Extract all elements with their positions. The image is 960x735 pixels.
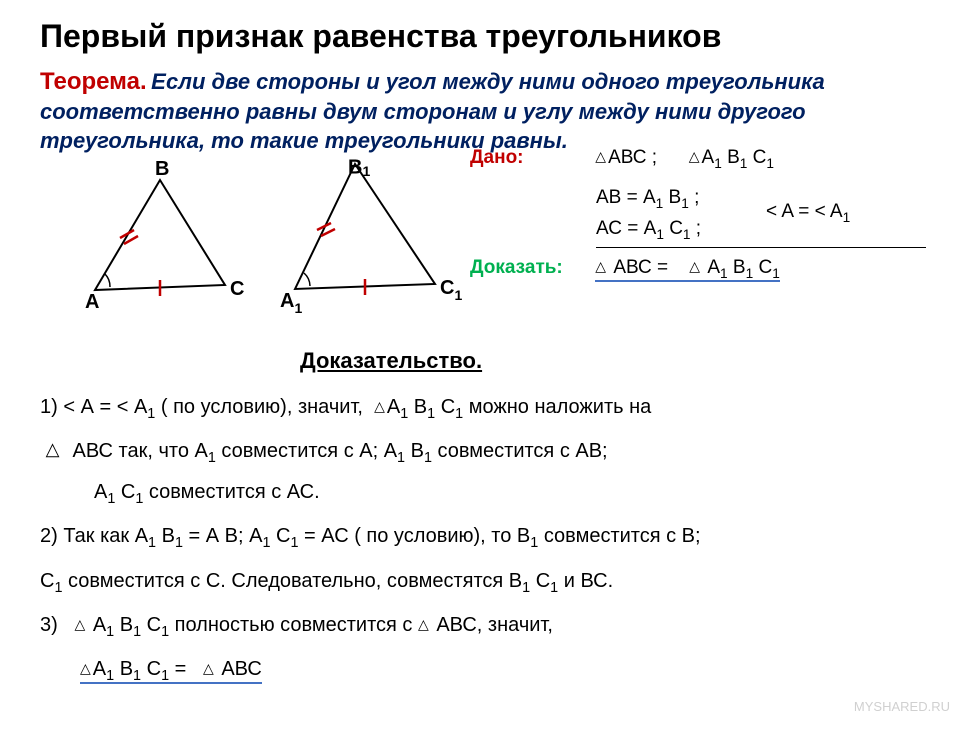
given-label: Дано: xyxy=(470,144,590,173)
svg-text:C: C xyxy=(230,278,244,300)
given-tri2: A1 B1 C1 xyxy=(702,147,774,168)
triangle-icon: △ xyxy=(374,393,385,420)
watermark: MYSHARED.RU xyxy=(854,699,950,714)
theorem-label: Теорема. xyxy=(40,68,147,95)
triangle-icon: △ xyxy=(595,146,606,167)
triangle-icon: △ xyxy=(689,146,700,167)
proof-step-3: 3) △ А1 В1 С1 полностью совместится с △ … xyxy=(40,606,920,646)
svg-text:B1: B1 xyxy=(348,157,370,180)
triangle-icon: △ xyxy=(418,611,429,638)
triangle-icon: △ xyxy=(689,256,700,277)
given-ac: АС = А1 С1 ; xyxy=(596,215,766,245)
given-prove-block: Дано: △АВС ; △A1 B1 C1 АВ = А1 В1 ; АС =… xyxy=(470,144,926,284)
proof-step-1: 1) < А = < А1 ( по условию), значит, △А1… xyxy=(40,388,920,428)
diagram-row: A B C A1 B1 C1 Дано: △АВС ; △A1 B1 C1 xyxy=(40,160,920,330)
prove-equation: △ АВС = △ A1 B1 C1 xyxy=(595,257,780,282)
svg-text:A1: A1 xyxy=(280,290,302,316)
proof-body: 1) < А = < А1 ( по условию), значит, △А1… xyxy=(40,388,920,691)
given-tri1: АВС ; xyxy=(608,147,657,168)
prove-label: Доказать: xyxy=(470,254,590,283)
proof-step-1c: А1 С1 совместится с АС. xyxy=(40,473,920,513)
triangle-icon: △ xyxy=(46,432,60,466)
triangle-icon: △ xyxy=(203,655,214,682)
given-line-1: Дано: △АВС ; △A1 B1 C1 xyxy=(470,144,926,174)
theorem-text: Если две стороны и угол между ними одног… xyxy=(40,69,825,153)
prove-line: Доказать: △ АВС = △ A1 B1 C1 xyxy=(470,254,926,284)
page-title: Первый признак равенства треугольников xyxy=(40,18,920,55)
triangle-abc: A B C xyxy=(60,160,260,320)
proof-step-1b: △ АВС так, что А1 совместится с А; А1 В1… xyxy=(40,432,920,513)
triangle-icon: △ xyxy=(74,611,85,638)
proof-step-2: 2) Так как А1 В1 = А В; А1 С1 = АС ( по … xyxy=(40,517,920,557)
given-conditions: АВ = А1 В1 ; АС = А1 С1 ; < A = < A1 xyxy=(470,184,926,245)
proof-step-2b: С1 совместится с С. Следовательно, совме… xyxy=(40,562,920,602)
theorem-block: Теорема. Если две стороны и угол между н… xyxy=(40,67,920,156)
triangle-icon: △ xyxy=(80,655,91,682)
given-angle: < A = < A1 xyxy=(766,184,850,245)
given-divider xyxy=(596,247,926,248)
given-ab: АВ = А1 В1 ; xyxy=(596,184,766,214)
svg-text:B: B xyxy=(155,160,169,180)
svg-text:C1: C1 xyxy=(440,277,462,303)
proof-conclusion: △А1 В1 С1 = △ АВС xyxy=(40,650,920,690)
proof-title: Доказательство. xyxy=(300,348,920,374)
triangle-a1b1c1: A1 B1 C1 xyxy=(260,154,480,324)
triangle-icon: △ xyxy=(595,256,606,277)
svg-text:A: A xyxy=(85,291,99,313)
